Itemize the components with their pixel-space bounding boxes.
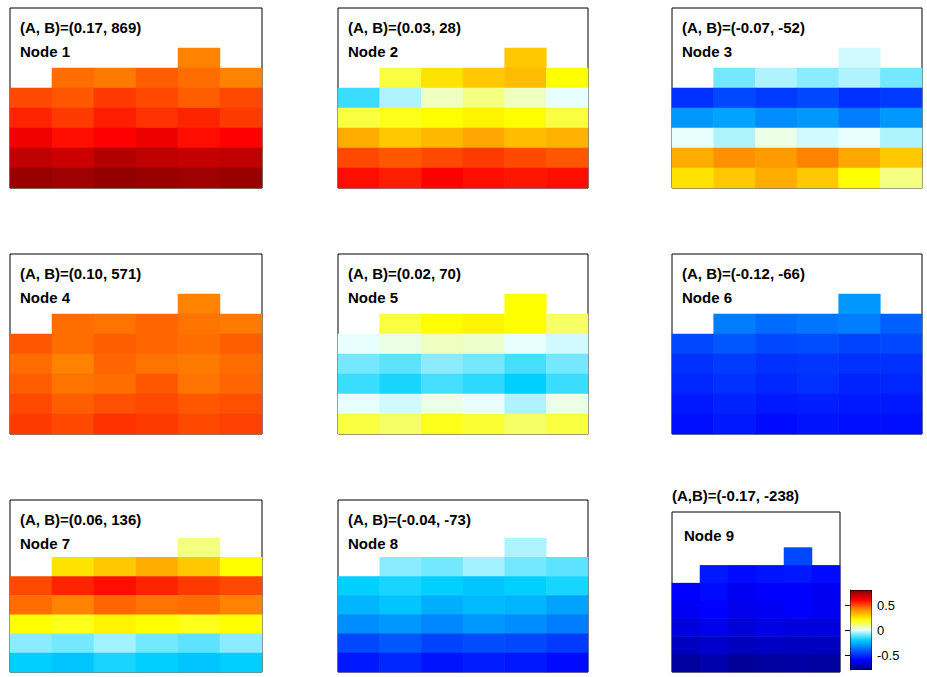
svg-text:(A, B)=(0.02, 70): (A, B)=(0.02, 70) [348, 265, 461, 282]
svg-text:0.5: 0.5 [877, 598, 895, 613]
svg-text:(A, B)=(-0.07, -52): (A, B)=(-0.07, -52) [682, 19, 805, 36]
svg-text:(A, B)=(-0.04, -73): (A, B)=(-0.04, -73) [348, 511, 471, 528]
svg-text:Node 6: Node 6 [682, 289, 732, 306]
svg-text:Node 1: Node 1 [20, 43, 70, 60]
svg-text:Node 7: Node 7 [20, 535, 70, 552]
svg-text:(A, B)=(-0.12, -66): (A, B)=(-0.12, -66) [682, 265, 805, 282]
svg-text:(A,B)=(-0.17, -238): (A,B)=(-0.17, -238) [672, 487, 799, 504]
svg-text:Node 3: Node 3 [682, 43, 732, 60]
svg-text:Node 4: Node 4 [20, 289, 71, 306]
svg-text:Node 9: Node 9 [684, 527, 734, 544]
svg-text:-0.5: -0.5 [877, 648, 899, 663]
svg-text:(A, B)=(0.17, 869): (A, B)=(0.17, 869) [20, 19, 141, 36]
svg-text:(A, B)=(0.10, 571): (A, B)=(0.10, 571) [20, 265, 141, 282]
svg-text:(A, B)=(0.06, 136): (A, B)=(0.06, 136) [20, 511, 141, 528]
svg-text:0: 0 [877, 623, 884, 638]
svg-text:Node 2: Node 2 [348, 43, 398, 60]
svg-text:Node 8: Node 8 [348, 535, 398, 552]
svg-text:(A, B)=(0.03, 28): (A, B)=(0.03, 28) [348, 19, 461, 36]
svg-text:Node 5: Node 5 [348, 289, 398, 306]
